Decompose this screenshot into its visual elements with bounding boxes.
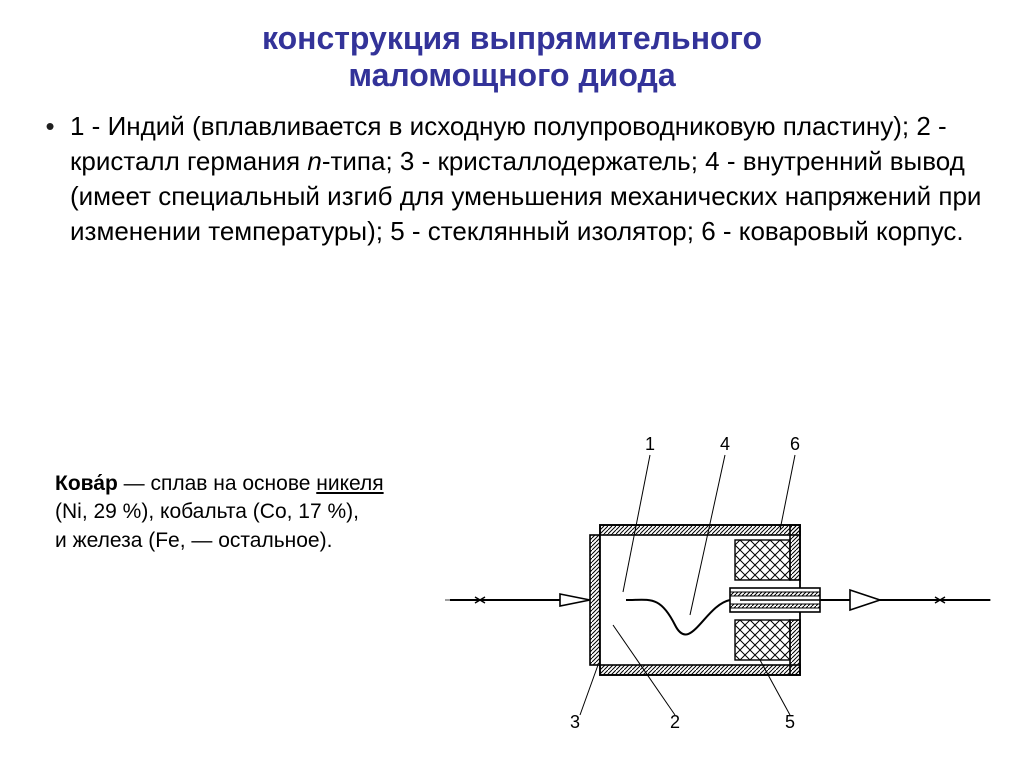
title-line-2: маломощного диода: [348, 57, 675, 93]
label-6: 6: [790, 434, 800, 454]
label-1: 1: [645, 434, 655, 454]
label-3: 3: [570, 712, 580, 730]
desc-italic-n: n: [307, 146, 321, 176]
bullet-icon: •: [30, 109, 70, 144]
description-text: 1 - Индий (вплавливается в исходную полу…: [70, 109, 994, 249]
label-2: 2: [670, 712, 680, 730]
label-5: 5: [785, 712, 795, 730]
page-title: конструкция выпрямительного маломощного …: [0, 0, 1024, 104]
note-block: Кова́р — сплав на основе никеля (Ni, 29 …: [0, 470, 395, 555]
note-sep: — сплав на основе: [118, 472, 316, 495]
description-item: • 1 - Индий (вплавливается в исходную по…: [30, 109, 994, 249]
label-4: 4: [720, 434, 730, 454]
title-line-1: конструкция выпрямительного: [262, 20, 762, 56]
note-nickel: никеля: [316, 472, 383, 495]
note-term: Кова́р: [55, 472, 118, 495]
description-block: • 1 - Индий (вплавливается в исходную по…: [0, 104, 1024, 249]
note-iron: и железа (Fe, — остальное).: [55, 529, 332, 552]
diode-diagram: 1 4 6 3 2 5: [440, 430, 1000, 730]
note-nickel-pct: (Ni, 29 %), кобальта (Co, 17 %),: [55, 500, 359, 523]
